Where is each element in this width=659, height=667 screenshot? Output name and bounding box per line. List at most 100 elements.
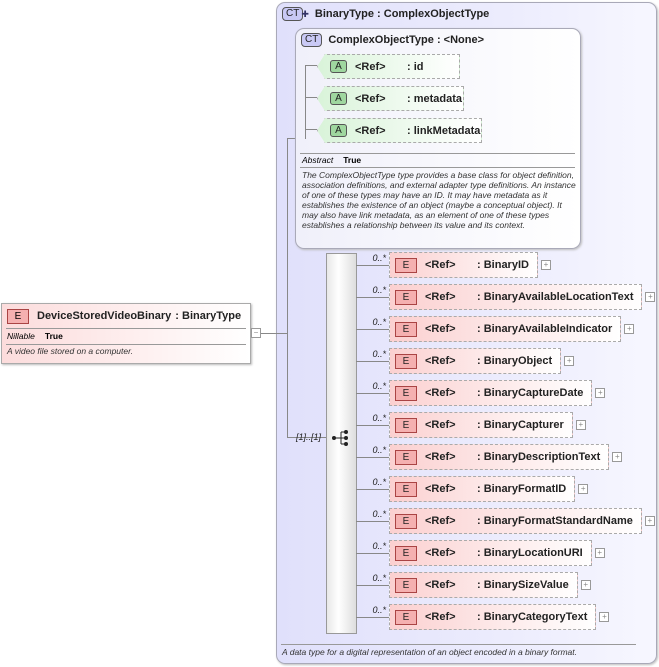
element-ref: <Ref>: [425, 419, 456, 431]
element-name: : BinaryAvailableIndicator: [477, 323, 613, 335]
element-type: : BinaryType: [175, 310, 242, 322]
element-ref: <Ref>: [425, 355, 456, 367]
element-badge: E: [395, 321, 417, 337]
element-badge: E: [7, 308, 29, 324]
element-description: A video file stored on a computer.: [7, 346, 133, 356]
child-element[interactable]: E <Ref> : BinaryFormatStandardName +: [389, 508, 655, 534]
child-element[interactable]: E <Ref> : BinaryDescriptionText +: [389, 444, 623, 470]
complex-type-badge-icon: CT: [301, 33, 323, 47]
child-cardinality: 0..*: [372, 477, 386, 487]
expand-icon[interactable]: +: [578, 484, 589, 494]
element-name: : BinaryAvailableLocationText: [477, 291, 634, 303]
element-ref: <Ref>: [425, 483, 456, 495]
element-ref: <Ref>: [425, 323, 456, 335]
child-element[interactable]: E <Ref> : BinaryCategoryText +: [389, 604, 610, 630]
binary-type-description: A data type for a digital representation…: [282, 647, 578, 657]
attribute-ref: <Ref>: [355, 60, 386, 73]
element-name: : BinaryLocationURI: [477, 547, 583, 559]
child-cardinality: 0..*: [372, 509, 386, 519]
attribute-badge: A: [330, 124, 347, 137]
element-badge: E: [395, 289, 417, 305]
expand-icon[interactable]: +: [580, 580, 591, 590]
attribute-id[interactable]: A <Ref> : id: [317, 54, 460, 79]
element-name: : BinaryCapturer: [477, 419, 564, 431]
child-element[interactable]: E <Ref> : BinaryFormatID +: [389, 476, 589, 502]
attribute-badge: A: [330, 60, 347, 73]
child-element[interactable]: E <Ref> : BinaryLocationURI +: [389, 540, 605, 566]
expand-icon[interactable]: +: [575, 420, 586, 430]
abstract-value: True: [343, 155, 362, 165]
element-badge: E: [395, 577, 417, 593]
complex-object-type-title: ComplexObjectType : <None>: [328, 34, 485, 46]
element-name: : BinaryObject: [477, 355, 553, 367]
expand-icon[interactable]: +: [564, 356, 575, 366]
element-badge: E: [395, 545, 417, 561]
element-badge: E: [395, 513, 417, 529]
element-name: : BinaryDescriptionText: [477, 451, 601, 463]
attribute-metadata[interactable]: A <Ref> : metadata: [317, 86, 464, 111]
expand-icon[interactable]: +: [540, 260, 551, 270]
child-cardinality: 0..*: [372, 605, 386, 615]
expand-icon[interactable]: +: [595, 388, 606, 398]
abstract-label: Abstract: [302, 155, 334, 165]
attribute-name: : metadata: [407, 92, 463, 105]
expand-icon[interactable]: +: [594, 548, 605, 558]
attribute-name: : linkMetadata: [407, 124, 481, 137]
complex-type-badge-icon: CT: [282, 7, 304, 21]
expand-icon[interactable]: +: [645, 292, 656, 302]
expand-icon[interactable]: +: [612, 452, 623, 462]
element-name: : BinaryCaptureDate: [477, 387, 584, 399]
child-element[interactable]: E <Ref> : BinaryCaptureDate +: [389, 380, 606, 406]
child-cardinality: 0..*: [372, 349, 386, 359]
element-badge: E: [395, 385, 417, 401]
expand-icon[interactable]: +: [624, 324, 635, 334]
child-element[interactable]: E <Ref>: BinarySizeValue +: [389, 572, 591, 598]
element-ref: <Ref>: [425, 291, 456, 303]
element-badge: E: [395, 481, 417, 497]
attribute-ref: <Ref>: [355, 92, 386, 105]
child-element[interactable]: E <Ref> : BinaryObject +: [389, 348, 575, 374]
child-cardinality: 0..*: [372, 573, 386, 583]
element-ref: <Ref>: [425, 451, 456, 463]
nillable-label: Nillable: [7, 331, 35, 341]
attribute-badge: A: [330, 92, 347, 105]
element-badge: E: [395, 449, 417, 465]
attribute-name: : id: [407, 60, 424, 73]
element-badge: E: [395, 353, 417, 369]
sequence-cardinality: [1]..[1]: [296, 432, 322, 442]
element-name: DeviceStoredVideoBinary: [37, 310, 172, 322]
collapse-toggle[interactable]: −: [251, 328, 261, 338]
element-ref: <Ref>: [425, 547, 456, 559]
child-cardinality: 0..*: [372, 381, 386, 391]
child-cardinality: 0..*: [372, 253, 386, 263]
child-cardinality: 0..*: [372, 541, 386, 551]
expand-icon[interactable]: +: [599, 612, 610, 622]
element-badge: E: [395, 417, 417, 433]
element-name: : BinaryCategoryText: [477, 611, 588, 623]
child-element[interactable]: E <Ref> : BinaryAvailableIndicator +: [389, 316, 635, 342]
element-name: : BinarySizeValue: [477, 579, 569, 591]
element-ref: <Ref>: [425, 515, 456, 527]
element-badge: E: [395, 609, 417, 625]
element-ref: <Ref>: [425, 611, 456, 623]
root-element-box[interactable]: E DeviceStoredVideoBinary : BinaryType N…: [1, 303, 251, 364]
element-badge: E: [395, 257, 417, 273]
nillable-value: True: [44, 331, 63, 341]
binary-type-title: BinaryType : ComplexObjectType: [314, 8, 490, 20]
element-ref: <Ref>: [425, 259, 456, 271]
complex-object-type-description: The ComplexObjectType type provides a ba…: [302, 170, 576, 230]
child-cardinality: 0..*: [372, 445, 386, 455]
attribute-link-metadata[interactable]: A <Ref> : linkMetadata: [317, 118, 482, 143]
child-element[interactable]: E <Ref> : BinaryAvailableLocationText +: [389, 284, 656, 310]
child-element[interactable]: E <Ref> : BinaryID +: [389, 252, 551, 278]
child-element[interactable]: E <Ref> : BinaryCapturer +: [389, 412, 586, 438]
sequence-icon: [332, 430, 348, 446]
expand-icon[interactable]: +: [644, 516, 655, 526]
element-name: : BinaryID: [477, 259, 529, 271]
child-cardinality: 0..*: [372, 413, 386, 423]
child-cardinality: 0..*: [372, 317, 386, 327]
attribute-ref: <Ref>: [355, 124, 386, 137]
element-ref: <Ref>: [425, 387, 456, 399]
element-name: : BinaryFormatID: [477, 483, 567, 495]
element-name: : BinaryFormatStandardName: [477, 515, 633, 527]
